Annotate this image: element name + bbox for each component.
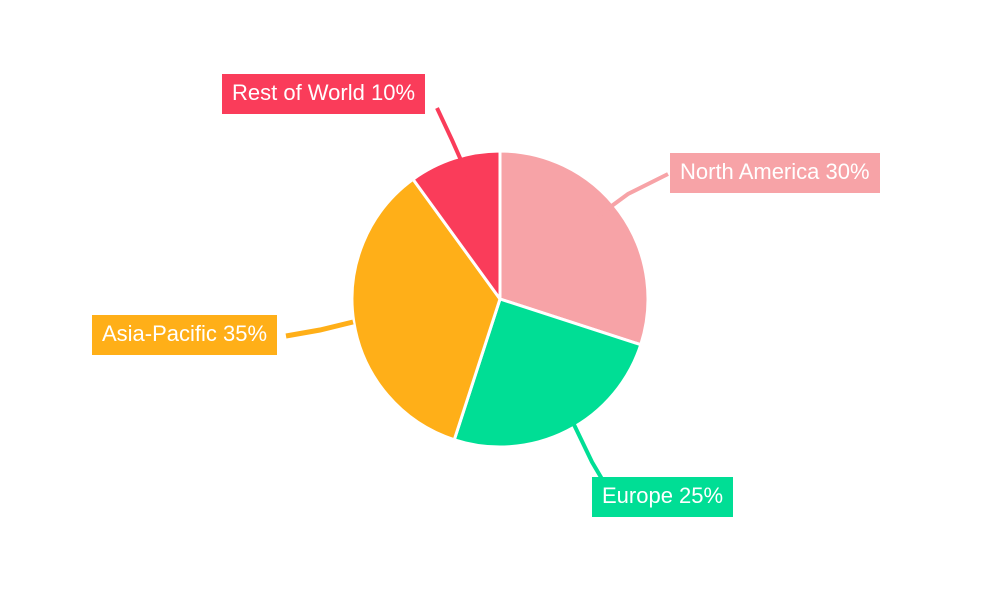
pie-label-north-america[interactable]: North America 30%	[670, 153, 880, 193]
pie-leader-lines-group	[285, 107, 669, 481]
leader-line-asia-pacific	[285, 319, 354, 339]
pie-slice-europe[interactable]	[452, 297, 643, 449]
pie-slice-rest-of-world[interactable]	[411, 149, 502, 301]
pie-label-rest-of-world[interactable]: Rest of World 10%	[222, 74, 426, 114]
pie-slice-north-america[interactable]	[498, 149, 650, 347]
pie-slice-asia-pacific[interactable]	[350, 177, 502, 442]
leader-line-north-america	[596, 172, 669, 218]
pie-label-asia-pacific[interactable]: Asia-Pacific 35%	[92, 315, 278, 355]
pie-label-europe[interactable]: Europe 25%	[592, 477, 734, 517]
pie-slices-group	[350, 149, 650, 449]
leader-line-europe	[564, 407, 604, 481]
leader-line-rest-of-world	[435, 107, 470, 177]
